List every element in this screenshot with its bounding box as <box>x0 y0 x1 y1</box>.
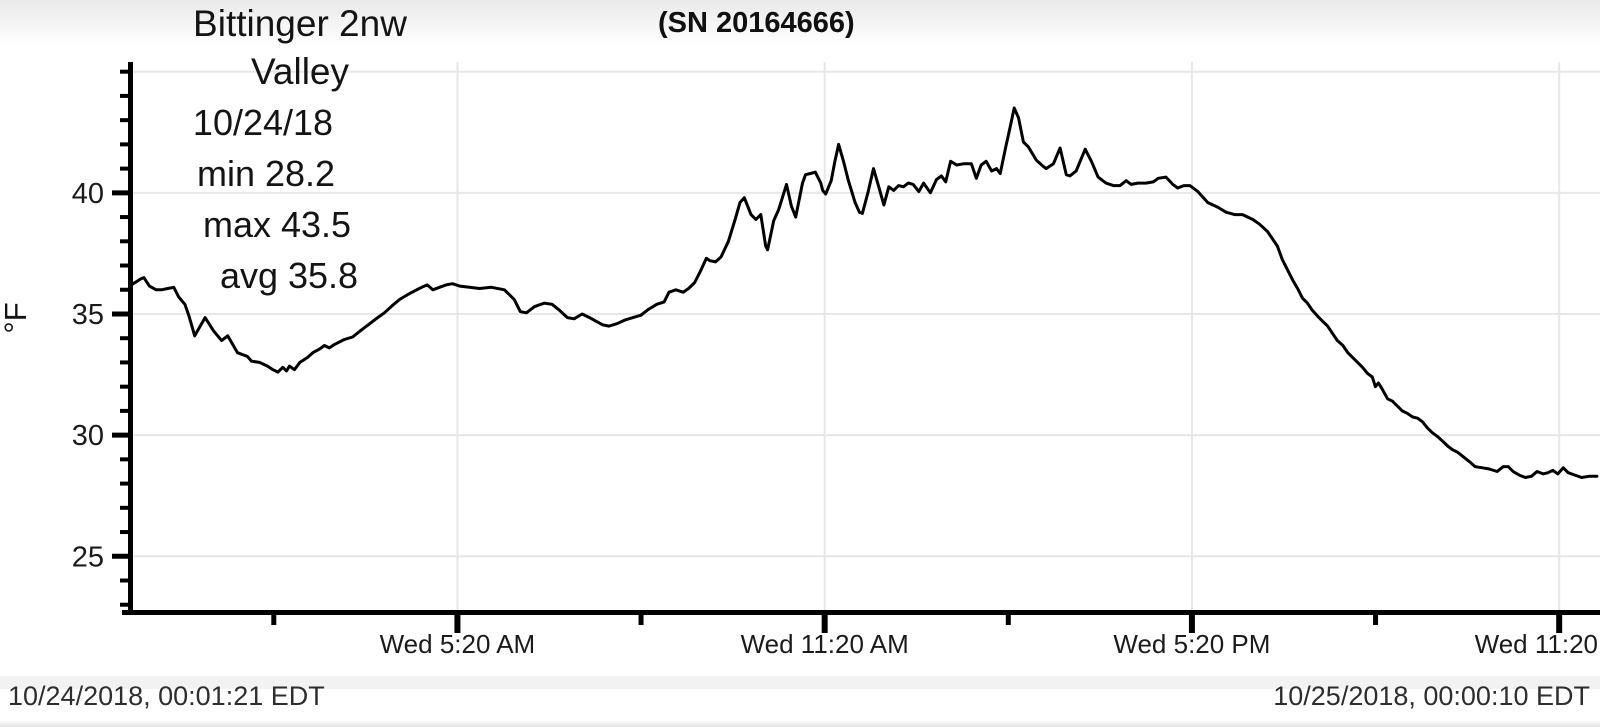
station-title-line1: Bittinger 2nw <box>193 3 407 44</box>
stats-max: max 43.5 <box>202 204 352 245</box>
x-tick-label: Wed 5:20 AM <box>380 629 536 659</box>
temperature-series-line <box>129 106 1599 479</box>
stats-date: 10/24/18 <box>192 102 334 143</box>
window-start-timestamp: 10/24/2018, 00:01:21 EDT <box>8 681 325 711</box>
x-axis-spine <box>122 610 1600 615</box>
station-title-line2: Valley <box>250 51 350 92</box>
stats-avg: avg 35.8 <box>219 255 359 296</box>
y-tick-label: 25 <box>72 541 104 573</box>
y-tick-label: 30 <box>72 420 104 452</box>
station-title: Bittinger 2nw Valley <box>120 0 480 96</box>
x-tick-label: Wed 11:20 AM <box>741 629 909 659</box>
y-tick-label: 40 <box>72 178 104 210</box>
serial-number: (SN 20164666) <box>658 7 855 39</box>
stats-min: min 28.2 <box>196 153 336 194</box>
scrubber-track[interactable] <box>0 676 1600 689</box>
window-end-timestamp: 10/25/2018, 00:00:10 EDT <box>1273 681 1590 711</box>
y-axis-spine <box>128 62 133 615</box>
y-axis-unit-label: °F <box>0 302 33 334</box>
x-tick-label: Wed 11:20 <box>1475 629 1598 659</box>
daily-stats: 10/24/18 min 28.2 max 43.5 avg 35.8 <box>108 97 418 301</box>
y-tick-label: 35 <box>72 299 104 331</box>
x-tick-label: Wed 5:20 PM <box>1113 629 1270 659</box>
